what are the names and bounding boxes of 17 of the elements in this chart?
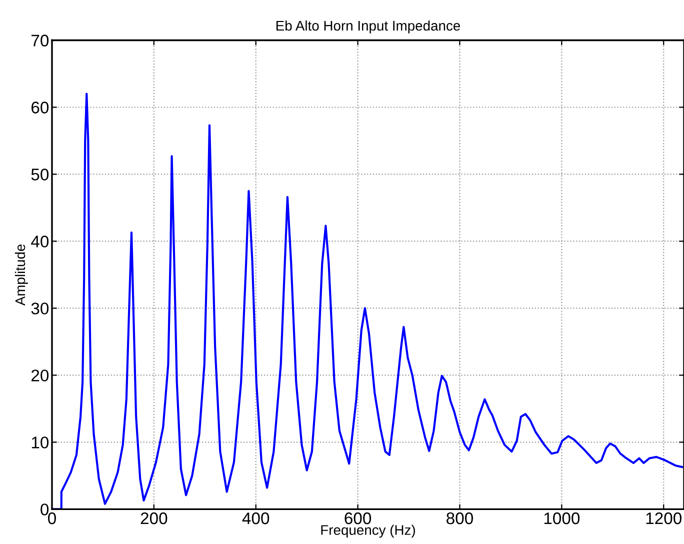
x-tick-label: 800 bbox=[446, 512, 473, 524]
x-tick-label: 400 bbox=[242, 512, 270, 524]
y-tick-label: 40 bbox=[31, 236, 49, 248]
x-tick-label: 1000 bbox=[544, 512, 580, 524]
x-tick-label: 600 bbox=[344, 512, 372, 524]
y-tick-label: 70 bbox=[32, 34, 49, 46]
y-tick-label: 50 bbox=[31, 168, 49, 180]
y-tick-label: 60 bbox=[32, 102, 49, 114]
x-tick-label: 1200 bbox=[646, 512, 682, 524]
y-tick-label: 10 bbox=[32, 436, 49, 448]
y-tick-label: 30 bbox=[31, 302, 49, 314]
chart-title: Eb Alto Horn Input Impedance bbox=[276, 20, 460, 34]
x-tick-label: 200 bbox=[140, 512, 168, 524]
x-axis-title: Frequency (Hz) bbox=[321, 524, 415, 538]
y-axis-title: Amplitude bbox=[14, 244, 28, 306]
y-tick-label: 0 bbox=[40, 504, 49, 516]
y-tick-label: 20 bbox=[32, 370, 49, 382]
